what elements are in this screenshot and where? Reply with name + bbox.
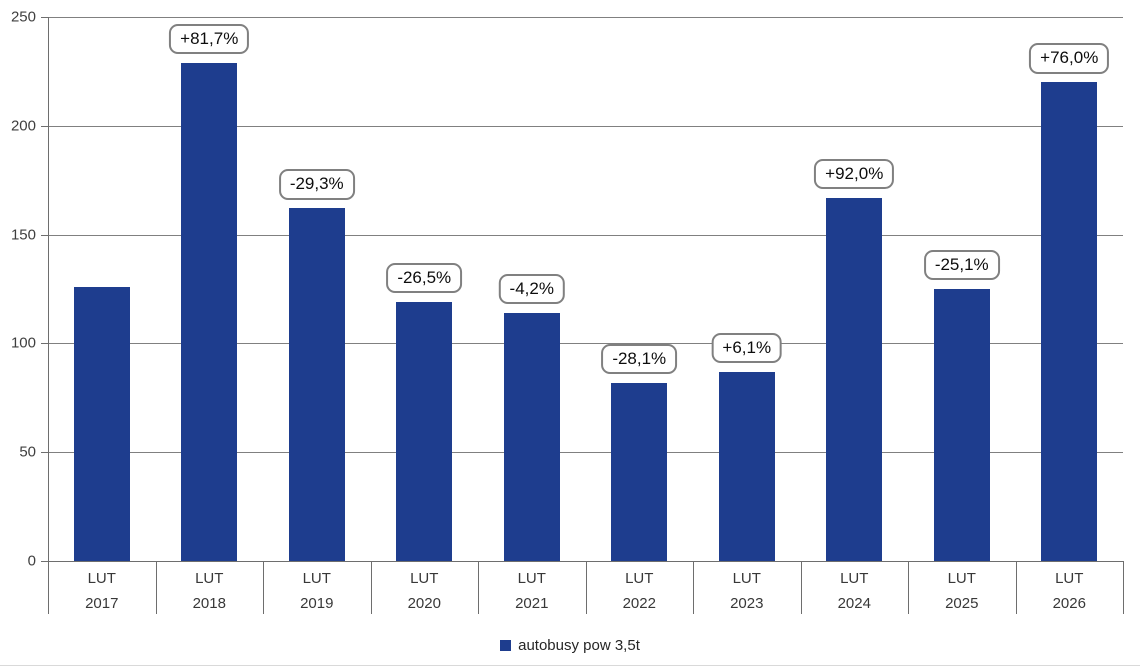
x-axis-label-line2: 2018 [192,595,226,612]
y-axis-tick [41,561,48,562]
y-axis-tick [41,234,48,236]
x-axis-label-line1: LUT [840,570,869,587]
x-axis-label-line2: 2026 [1052,595,1086,612]
bar-2025 [933,289,990,561]
x-category-separator [585,561,587,614]
bar-2019 [288,208,345,561]
x-axis-label-line1: LUT [1055,570,1084,587]
x-axis-label-line1: LUT [732,570,761,587]
x-axis-label-line1: LUT [517,570,546,587]
x-category-separator [1015,561,1017,614]
y-axis-tick [41,343,48,345]
bar-2023 [718,371,775,561]
change-label-2018: +81,7% [169,23,250,54]
y-axis-tick [41,17,48,18]
x-category-separator [1123,561,1124,614]
x-axis-label-line1: LUT [947,570,976,587]
x-axis-label-line2: 2025 [945,595,979,612]
gridline-y100 [48,343,1123,345]
x-category-separator [370,561,372,614]
change-label-2019: -29,3% [278,169,355,200]
x-category-separator [478,561,479,614]
x-axis-label-2023: LUT 2023 [693,561,801,612]
legend-label: autobusy pow 3,5t [518,637,640,654]
change-label-2026: +76,0% [1029,43,1110,74]
x-axis-label-line1: LUT [195,570,224,587]
x-axis-label-line2: 2020 [407,595,441,612]
change-label-2020: -26,5% [386,263,463,294]
x-category-separator [908,561,909,614]
x-axis-label-2019: LUT 2019 [263,561,371,612]
gridline-y150 [48,234,1123,236]
y-axis-tick-label: 150 [10,226,36,244]
y-axis-tick [41,452,48,454]
bar-2021 [503,312,560,561]
y-axis-line [48,17,49,614]
x-axis-label-line2: 2022 [622,595,656,612]
x-axis-label-2021: LUT 2021 [478,561,586,612]
x-axis-label-line1: LUT [625,570,654,587]
x-axis-label-2022: LUT 2022 [586,561,694,612]
bar-2026 [1041,82,1098,561]
x-axis-label-line2: 2023 [730,595,764,612]
x-axis-label-line1: LUT [410,570,439,587]
x-axis-label-2020: LUT 2020 [371,561,479,612]
change-label-2025: -25,1% [923,250,1000,281]
x-axis-label-2026: LUT 2026 [1016,561,1124,612]
x-category-separator [263,561,264,614]
legend: autobusy pow 3,5t [0,637,1140,654]
bar-2018 [181,62,238,561]
x-axis-label-line2: 2019 [300,595,334,612]
bar-2017 [73,286,130,561]
gridline-y50 [48,452,1123,454]
bar-2024 [826,197,883,561]
x-axis-label-2018: LUT 2018 [156,561,264,612]
bar-2022 [611,382,668,561]
bar-2020 [396,302,453,561]
y-axis-tick-label: 100 [10,334,36,352]
x-category-separator [155,561,157,614]
change-label-2024: +92,0% [814,158,895,189]
x-axis-label-line2: 2024 [837,595,871,612]
x-axis-label-line1: LUT [87,570,116,587]
change-label-2023: +6,1% [711,332,783,363]
x-axis-label-2024: LUT 2024 [801,561,909,612]
image-bottom-border [0,665,1140,666]
legend-swatch-icon [500,640,512,651]
gridline-y250 [48,17,1123,18]
x-category-separator [693,561,694,614]
x-axis-label-2025: LUT 2025 [908,561,1016,612]
y-axis-tick-label: 200 [10,117,36,135]
x-category-separator [800,561,802,614]
y-axis-tick [41,125,48,127]
y-axis-tick-label: 0 [27,552,36,570]
y-axis-tick-label: 50 [19,443,36,461]
x-axis-label-2017: LUT 2017 [48,561,156,612]
x-axis-label-line1: LUT [302,570,331,587]
x-axis-label-line2: 2021 [515,595,549,612]
change-label-2021: -4,2% [498,273,565,305]
change-label-2022: -28,1% [601,343,678,374]
x-axis-label-line2: 2017 [85,595,119,612]
gridline-y200 [48,125,1123,127]
y-axis-tick-label: 250 [10,8,36,26]
